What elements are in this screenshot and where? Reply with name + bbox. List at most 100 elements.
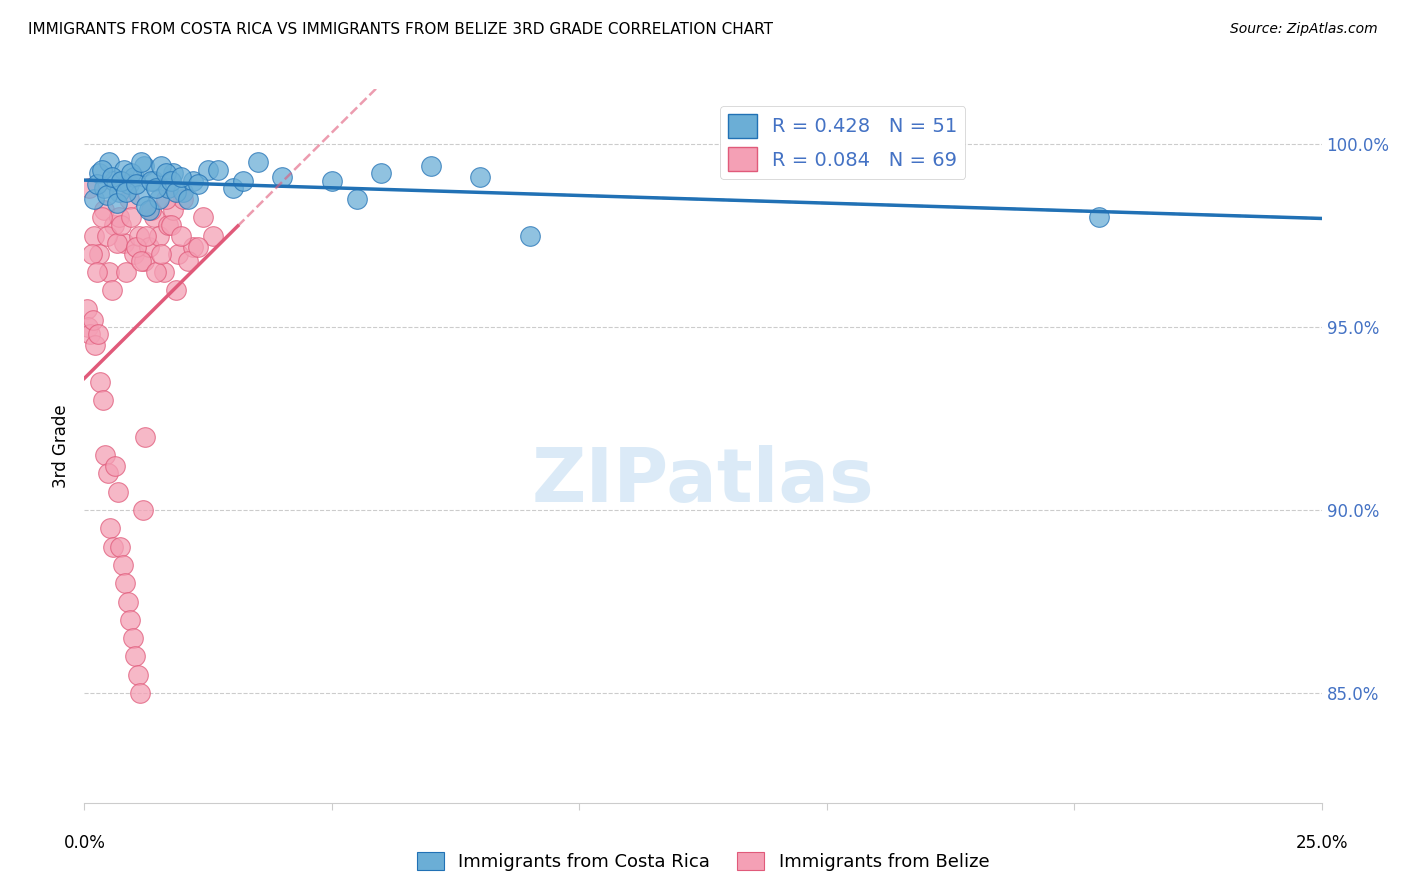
Point xyxy=(370,166,392,180)
Point xyxy=(105,195,128,210)
Point xyxy=(271,169,294,184)
Point xyxy=(110,174,132,188)
Point xyxy=(97,467,120,481)
Point xyxy=(165,284,187,298)
Point xyxy=(145,265,167,279)
Point xyxy=(167,247,190,261)
Point xyxy=(83,192,105,206)
Point xyxy=(162,202,184,217)
Text: 25.0%: 25.0% xyxy=(1295,834,1348,852)
Point xyxy=(84,338,107,352)
Point xyxy=(155,192,177,206)
Point xyxy=(132,159,155,173)
Point xyxy=(100,169,122,184)
Point xyxy=(125,239,148,253)
Legend: R = 0.428   N = 51, R = 0.084   N = 69: R = 0.428 N = 51, R = 0.084 N = 69 xyxy=(720,106,966,178)
Point xyxy=(128,686,150,700)
Text: ZIPatlas: ZIPatlas xyxy=(531,445,875,518)
Point xyxy=(138,239,160,253)
Text: 0.0%: 0.0% xyxy=(63,834,105,852)
Point xyxy=(118,613,141,627)
Point xyxy=(108,211,131,225)
Text: Source: ZipAtlas.com: Source: ZipAtlas.com xyxy=(1230,22,1378,37)
Point xyxy=(114,576,136,591)
Point xyxy=(93,181,115,195)
Point xyxy=(134,430,156,444)
Point xyxy=(101,540,124,554)
Point xyxy=(93,202,115,217)
Point xyxy=(519,228,541,243)
Point xyxy=(187,178,209,192)
Point xyxy=(107,484,129,499)
Point xyxy=(82,312,104,326)
Point xyxy=(96,188,118,202)
Point xyxy=(177,254,200,268)
Point xyxy=(135,199,157,213)
Point xyxy=(96,228,118,243)
Point xyxy=(122,247,145,261)
Point xyxy=(246,155,269,169)
Point xyxy=(142,174,165,188)
Point xyxy=(129,155,152,169)
Point xyxy=(120,166,142,180)
Point xyxy=(98,155,121,169)
Point xyxy=(128,228,150,243)
Point xyxy=(148,228,170,243)
Point xyxy=(125,178,148,192)
Point xyxy=(150,159,173,173)
Point xyxy=(202,228,225,243)
Point xyxy=(105,235,128,250)
Point xyxy=(181,174,204,188)
Point xyxy=(232,174,254,188)
Point xyxy=(79,327,101,342)
Point xyxy=(157,218,180,232)
Point xyxy=(172,185,194,199)
Point xyxy=(112,235,135,250)
Point xyxy=(145,181,167,195)
Point xyxy=(100,284,122,298)
Point xyxy=(187,239,209,253)
Point xyxy=(321,174,343,188)
Point xyxy=(132,503,155,517)
Point xyxy=(222,181,245,195)
Point xyxy=(141,202,163,217)
Point xyxy=(89,166,111,180)
Point xyxy=(181,239,204,253)
Point xyxy=(155,166,177,180)
Point xyxy=(120,211,142,225)
Point xyxy=(117,594,139,608)
Point xyxy=(108,540,131,554)
Point xyxy=(128,188,150,202)
Point xyxy=(76,301,98,316)
Y-axis label: 3rd Grade: 3rd Grade xyxy=(52,404,70,488)
Point xyxy=(1088,211,1111,225)
Point xyxy=(127,667,149,681)
Point xyxy=(98,265,121,279)
Point xyxy=(108,185,131,199)
Point xyxy=(98,521,121,535)
Point xyxy=(86,265,108,279)
Point xyxy=(91,393,114,408)
Point xyxy=(157,181,180,195)
Point xyxy=(115,185,138,199)
Point xyxy=(138,202,160,217)
Point xyxy=(170,228,193,243)
Point xyxy=(419,159,441,173)
Point xyxy=(89,247,111,261)
Point xyxy=(112,162,135,177)
Point xyxy=(118,192,141,206)
Point xyxy=(191,211,214,225)
Point xyxy=(87,327,110,342)
Point xyxy=(80,247,103,261)
Point xyxy=(77,320,100,334)
Point xyxy=(79,181,101,195)
Point xyxy=(197,162,219,177)
Point xyxy=(148,192,170,206)
Point xyxy=(177,192,200,206)
Point xyxy=(86,178,108,192)
Point xyxy=(90,162,112,177)
Point xyxy=(118,178,141,192)
Point xyxy=(121,631,143,645)
Point xyxy=(152,265,174,279)
Point xyxy=(122,169,145,184)
